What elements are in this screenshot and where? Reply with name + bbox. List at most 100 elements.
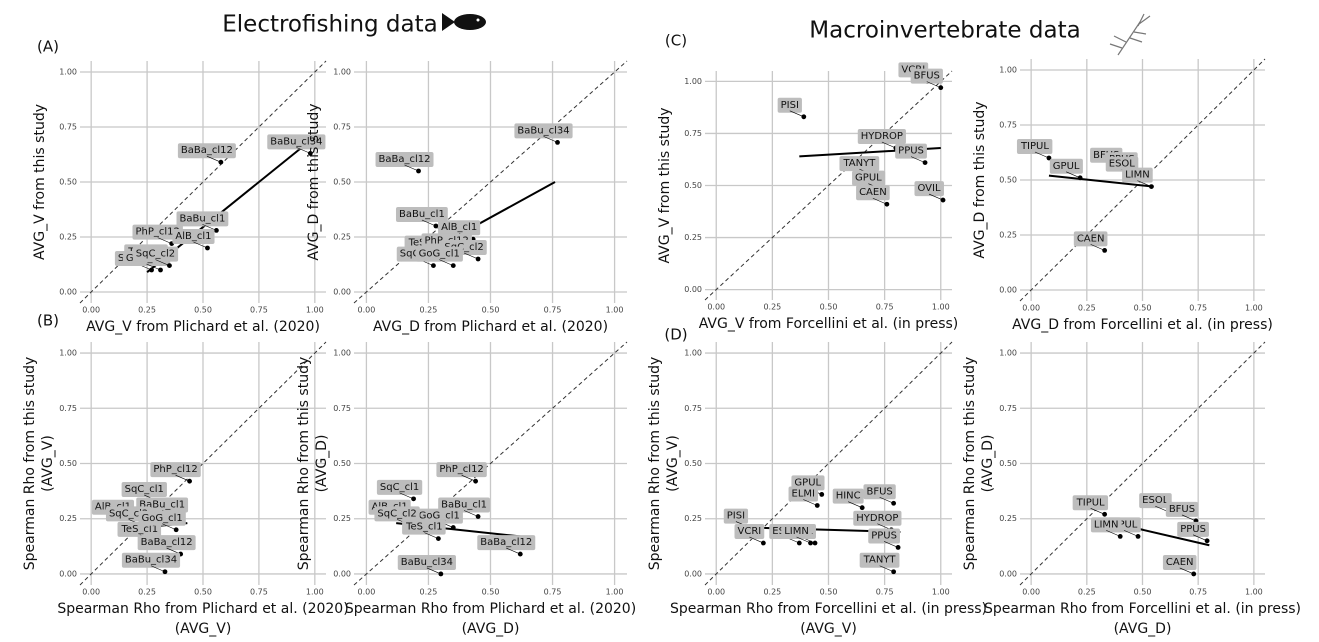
label-box bbox=[1016, 139, 1053, 154]
identity-line bbox=[1019, 341, 1266, 586]
point-label: PISI bbox=[777, 97, 804, 118]
y-tick-label: 0.00 bbox=[333, 569, 351, 578]
point-label-text: BFUS bbox=[914, 71, 940, 82]
y-tick-label: 1.00 bbox=[684, 349, 702, 358]
y-tick-label: 0.75 bbox=[999, 404, 1017, 413]
panel: 0.00 0.25 0.50 0.75 1.00 0.00 0.25 0.50 0.75 1.00… bbox=[306, 60, 628, 335]
y-tick-label: 0.50 bbox=[684, 459, 702, 468]
label-box bbox=[859, 552, 900, 568]
label-box bbox=[121, 482, 167, 498]
y-axis-title: (AVG_V) bbox=[40, 435, 56, 492]
label-leader bbox=[206, 155, 222, 163]
x-axis-title: (AVG_V) bbox=[800, 621, 857, 637]
point-label-text: PISI bbox=[727, 511, 745, 522]
point-label-text: TANYT bbox=[842, 158, 876, 169]
point-label-text: LIMN bbox=[1125, 170, 1150, 181]
label-box bbox=[438, 220, 481, 236]
label-box bbox=[781, 524, 812, 540]
y-tick-label: 0.50 bbox=[999, 176, 1017, 185]
regression-line bbox=[1048, 174, 1154, 188]
label-box bbox=[734, 524, 765, 540]
label-box bbox=[176, 211, 229, 227]
point-label-text: PhP_cl12 bbox=[153, 464, 197, 475]
x-tick-label: 0.00 bbox=[707, 303, 725, 312]
panel-letter: (C) bbox=[665, 32, 687, 50]
point-label: BaBu_cl34 bbox=[514, 123, 573, 143]
point-label-text: GoG_cl1 bbox=[419, 511, 460, 522]
label-box bbox=[477, 535, 536, 551]
point-label-text: CAEN bbox=[1166, 557, 1194, 568]
point-label-text: PhP_cl12 bbox=[135, 227, 179, 238]
point-label: TANYT bbox=[859, 552, 900, 573]
point-label-text: PhP_cl12 bbox=[439, 464, 483, 475]
point-label-text: TIPUL bbox=[1076, 497, 1105, 508]
x-tick-label: 0.75 bbox=[250, 588, 268, 597]
point-label: TIPUL bbox=[1072, 495, 1109, 515]
label-box bbox=[397, 554, 456, 570]
point-label: OVIL bbox=[914, 181, 944, 201]
point-label: SqC_cl1 bbox=[376, 479, 423, 500]
label-leader bbox=[1123, 530, 1139, 537]
identity-line bbox=[704, 341, 953, 586]
point-label: BaBa_cl12 bbox=[137, 535, 196, 555]
x-axis-title: AVG_D from Forcellini et al. (in press) bbox=[1012, 317, 1273, 333]
point-label-text: BaBu_cl1 bbox=[180, 213, 226, 224]
point-label-text: BaBu_cl1 bbox=[441, 500, 487, 511]
label-box bbox=[121, 552, 181, 568]
x-tick-label: 0.00 bbox=[358, 588, 376, 597]
label-box bbox=[863, 484, 896, 500]
panel-letter: (B) bbox=[37, 312, 59, 330]
label-leader bbox=[157, 237, 172, 244]
x-tick-label: 0.00 bbox=[358, 306, 376, 315]
y-tick-label: 0.75 bbox=[684, 404, 702, 413]
x-axis-title: Spearman Rho from Forcellini et al. (in … bbox=[670, 601, 987, 617]
y-tick-label: 0.75 bbox=[999, 121, 1017, 130]
label-box bbox=[914, 181, 944, 197]
label-box bbox=[856, 185, 890, 201]
label-leader bbox=[1066, 171, 1081, 179]
point-label-text: LIMN bbox=[784, 526, 809, 537]
label-box bbox=[395, 207, 448, 222]
point-label: GoG_cl1 bbox=[415, 246, 463, 266]
x-tick-label: 0.50 bbox=[482, 306, 500, 315]
point-label-text: SqC_cl1 bbox=[125, 484, 164, 495]
x-tick-label: 0.50 bbox=[194, 306, 212, 315]
label-leader bbox=[789, 110, 804, 118]
label-leader bbox=[881, 141, 896, 149]
point-label: LIMN bbox=[1090, 517, 1122, 537]
point-label-text: ESOL bbox=[1109, 159, 1136, 170]
point-label: BaBa_cl12 bbox=[375, 152, 434, 172]
panel-letter: (A) bbox=[37, 38, 59, 56]
point-label-text: OVIL bbox=[917, 183, 940, 194]
y-axis-title: AVG_D from this study bbox=[306, 103, 322, 260]
label-box bbox=[788, 486, 819, 502]
point-label: CAEN bbox=[856, 185, 890, 205]
x-tick-label: 0.00 bbox=[1022, 304, 1040, 313]
y-tick-label: 0.50 bbox=[684, 181, 702, 190]
x-axis-title: AVG_V from Forcellini et al. (in press) bbox=[699, 316, 959, 332]
point-label-text: BaBa_cl12 bbox=[181, 145, 233, 156]
y-tick-label: 0.25 bbox=[684, 233, 702, 242]
x-tick-label: 0.25 bbox=[1078, 304, 1096, 313]
x-tick-label: 0.00 bbox=[1022, 588, 1040, 597]
y-axis-title: AVG_D from this study bbox=[972, 101, 988, 258]
x-tick-label: 0.75 bbox=[876, 588, 894, 597]
y-tick-label: 0.75 bbox=[333, 123, 351, 132]
y-axis-title: (AVG_D) bbox=[980, 435, 996, 493]
label-leader bbox=[399, 492, 414, 500]
point-label-text: BaBu_cl34 bbox=[270, 136, 322, 147]
x-tick-label: 0.75 bbox=[544, 588, 562, 597]
x-axis-title: Spearman Rho from Forcellini et al. (in … bbox=[984, 601, 1301, 617]
point-label-text: HYDROP bbox=[861, 131, 903, 142]
y-tick-label: 1.00 bbox=[999, 349, 1017, 358]
y-tick-label: 1.00 bbox=[999, 66, 1017, 75]
y-tick-label: 0.50 bbox=[999, 459, 1017, 468]
label-box bbox=[374, 506, 420, 522]
y-tick-label: 0.00 bbox=[59, 569, 77, 578]
panel: 0.00 0.25 0.50 0.75 1.00 0.00 0.25 0.50 0.75 1.00… bbox=[657, 62, 958, 332]
y-tick-label: 0.25 bbox=[333, 233, 351, 242]
label-box bbox=[138, 510, 186, 526]
y-axis-title: AVG_V from this study bbox=[657, 108, 673, 264]
point-label-text: CAEN bbox=[1077, 233, 1105, 244]
y-tick-label: 0.25 bbox=[684, 514, 702, 523]
